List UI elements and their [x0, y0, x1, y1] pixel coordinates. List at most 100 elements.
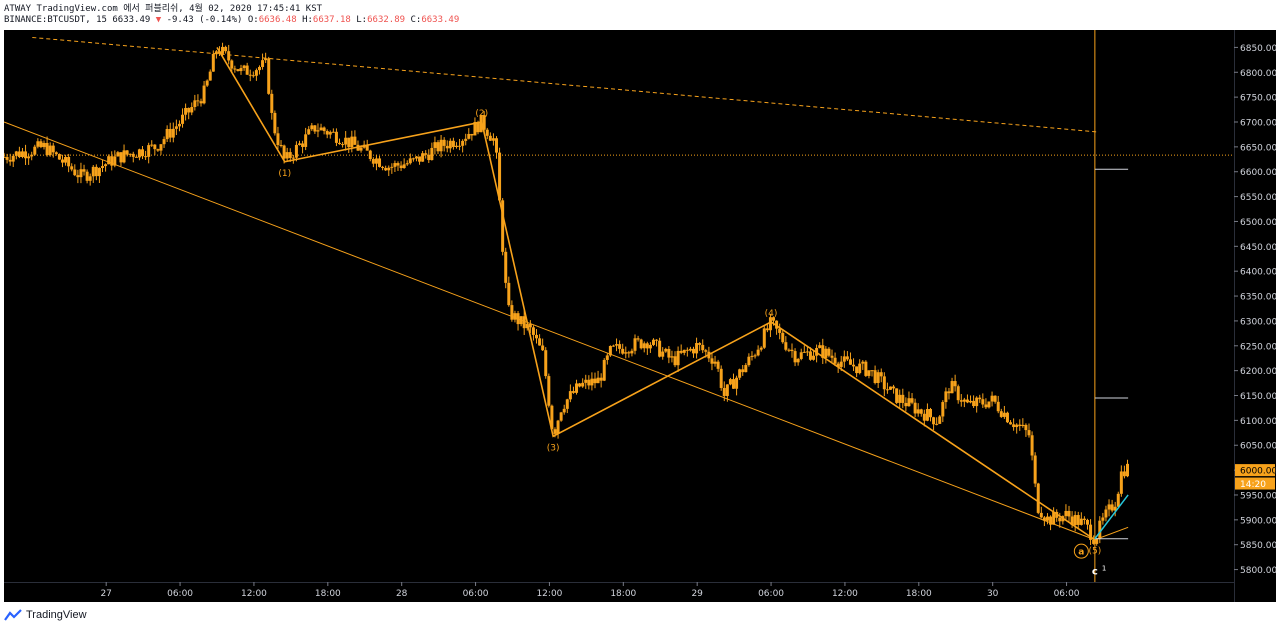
candle-body: [747, 356, 751, 366]
candle-body: [270, 93, 274, 113]
last-price: 6633.49: [112, 15, 151, 25]
candle-body: [651, 339, 655, 345]
candle-body: [627, 352, 631, 354]
candle-body: [618, 344, 622, 349]
candle-body: [975, 397, 979, 407]
candle-body: [876, 372, 880, 383]
candle-body: [531, 327, 535, 335]
candle-body: [353, 136, 357, 145]
candle-body: [27, 156, 31, 159]
candle-body: [184, 107, 188, 115]
candle-body: [402, 164, 406, 169]
candle-body: [393, 163, 397, 167]
candle-body: [611, 345, 615, 347]
candle-body: [781, 332, 785, 343]
candle-body: [248, 74, 252, 76]
candle-body: [347, 137, 351, 148]
candle-body: [464, 138, 468, 141]
x-tick-label: 12:00: [536, 589, 562, 599]
x-tick-label: 12:00: [241, 589, 267, 599]
candle-body: [833, 357, 837, 364]
candle-body: [411, 158, 415, 160]
candle-body: [990, 395, 994, 402]
candle-body: [673, 356, 677, 366]
x-tick-label: 06:00: [758, 589, 784, 599]
candle-body: [104, 164, 108, 167]
wave-c-label: c: [1092, 567, 1098, 578]
price-chart[interactable]: 5800.00 5850.00 5900.00 5950.00 6000.00 6050.…: [4, 30, 1276, 602]
wave-label: (1): [278, 169, 291, 179]
candle-body: [1125, 463, 1129, 477]
candle-body: [313, 125, 317, 132]
candle-body: [676, 350, 680, 366]
candle-body: [867, 370, 871, 376]
candle-body: [421, 153, 425, 162]
candle-body: [547, 376, 551, 406]
candle-body: [947, 391, 951, 394]
candle-body: [713, 361, 717, 364]
candle-body: [14, 151, 18, 156]
candle-body: [1113, 506, 1117, 511]
candle-body: [267, 58, 271, 94]
candle-body: [279, 144, 283, 146]
candle-body: [261, 60, 265, 67]
candle-body: [408, 158, 412, 164]
candle-body: [799, 352, 803, 359]
elliott-wave-line: [216, 46, 1096, 541]
candle-body: [107, 156, 111, 165]
candle-body: [498, 152, 502, 201]
candle-body: [775, 320, 779, 329]
candle-body: [251, 75, 255, 77]
candle-body: [818, 345, 822, 348]
candle-body: [879, 372, 883, 377]
candle-body: [378, 158, 382, 167]
candle-body: [596, 377, 600, 384]
candle-body: [802, 351, 806, 353]
candle-body: [932, 417, 936, 425]
candle-body: [374, 158, 378, 164]
down-triangle-icon: ▼: [155, 15, 162, 25]
candle-body: [396, 163, 400, 166]
candle-body: [316, 130, 320, 132]
candle-body: [513, 313, 517, 320]
candle-body: [20, 151, 24, 157]
wave-a-circle: [1073, 543, 1089, 559]
time-axis[interactable]: [4, 582, 1234, 602]
candle-body: [987, 401, 991, 408]
candle-body: [288, 152, 292, 158]
candle-body: [257, 66, 261, 71]
candle-body: [165, 128, 169, 140]
y-tick-label: 5950.00: [1240, 491, 1276, 501]
candle-body: [602, 359, 606, 381]
symbol-ohlc-line: BINANCE:BTCUSDT, 15 6633.49 ▼ -9.43 (-0.…: [4, 15, 459, 26]
candle-body: [427, 154, 431, 161]
candle-body: [199, 101, 203, 104]
candle-body: [999, 411, 1003, 417]
candle-body: [60, 159, 64, 163]
candle-body: [762, 328, 766, 348]
candle-body: [701, 344, 705, 351]
candle-body: [100, 166, 104, 168]
candle-body: [211, 53, 215, 72]
candle-body: [507, 282, 511, 306]
price-axis[interactable]: [1234, 30, 1276, 602]
y-tick-label: 6300.00: [1240, 317, 1276, 327]
y-tick-label: 6700.00: [1240, 119, 1276, 129]
x-tick-label: 30: [987, 589, 999, 599]
candle-body: [633, 338, 637, 351]
candle-body: [137, 149, 141, 158]
candle-body: [528, 323, 532, 328]
candle-body: [1092, 539, 1096, 544]
candle-body: [1101, 517, 1105, 521]
candle-body: [307, 129, 311, 135]
candle-body: [691, 348, 695, 354]
candle-body: [901, 394, 905, 403]
candle-body: [916, 409, 920, 414]
wave-label: (5): [1088, 547, 1101, 557]
candle-body: [445, 145, 449, 149]
candle-body: [119, 152, 123, 163]
candle-body: [553, 429, 557, 434]
candle-body: [821, 345, 825, 358]
y-tick-label: 5900.00: [1240, 516, 1276, 526]
candle-body: [4, 156, 6, 158]
